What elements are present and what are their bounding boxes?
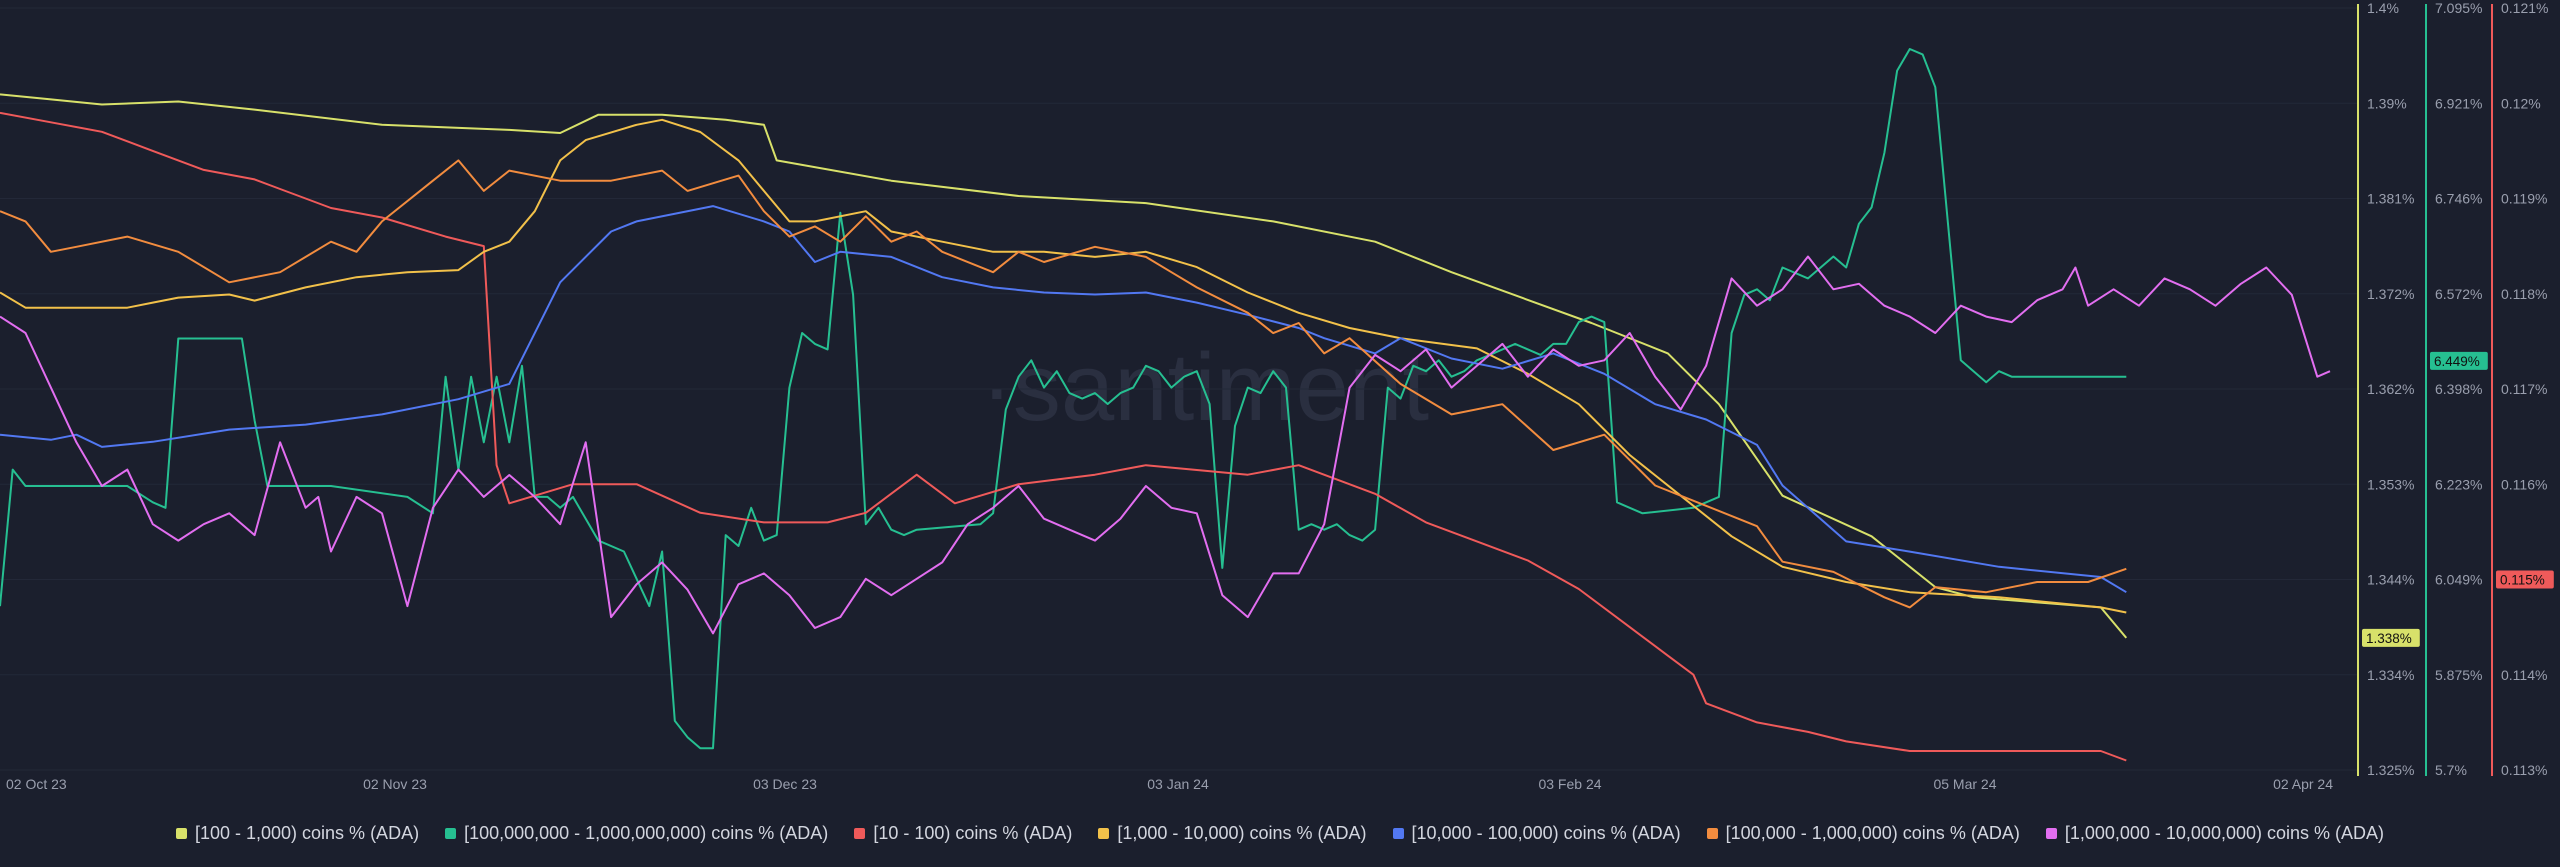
y-tick-label: 6.746%	[2435, 191, 2482, 207]
value-badge	[2496, 570, 2554, 589]
legend-item[interactable]: [10 - 100) coins % (ADA)	[854, 823, 1072, 844]
y-tick-label: 1.344%	[2367, 572, 2414, 588]
series-line-6	[0, 159, 2127, 609]
y-tick-label: 0.119%	[2501, 191, 2547, 207]
value-badge	[2430, 351, 2488, 370]
x-tick-label: 03 Jan 24	[1147, 776, 1209, 792]
legend: [100 - 1,000) coins % (ADA) [100,000,000 …	[0, 818, 2560, 848]
x-tick-label: 02 Apr 24	[2273, 776, 2333, 792]
y-tick-label: 5.875%	[2435, 667, 2482, 683]
y-tick-label: 1.334%	[2367, 667, 2414, 683]
series-line-7	[0, 255, 2331, 635]
legend-label: [100,000 - 1,000,000) coins % (ADA)	[1725, 822, 2020, 843]
legend-swatch	[1706, 827, 1718, 839]
y-tick-label: 1.381%	[2367, 191, 2414, 207]
y-tick-label: 0.121%	[2501, 0, 2548, 16]
y-tick-label: 1.39%	[2367, 95, 2407, 111]
legend-label: [100 - 1,000) coins % (ADA)	[194, 822, 420, 843]
y-tick-label: 6.572%	[2435, 286, 2482, 302]
series-line-3	[0, 111, 2127, 762]
y-tick-label: 6.223%	[2435, 476, 2482, 492]
y-tick-label: 1.325%	[2367, 762, 2414, 778]
watermark: ·santiment	[981, 334, 1429, 441]
value-badge-label: 0.115%	[2500, 573, 2545, 588]
legend-item[interactable]: [1,000,000 - 10,000,000) coins % (ADA)	[2045, 822, 2385, 844]
y-tick-label: 5.7%	[2435, 762, 2467, 778]
series-lines	[0, 48, 2331, 762]
x-tick-label: 02 Oct 23	[6, 776, 67, 792]
x-tick-label: 02 Nov 23	[363, 776, 427, 792]
legend-swatch	[854, 827, 866, 839]
value-badge-label: 6.449%	[2434, 354, 2480, 369]
y-tick-label: 6.921%	[2435, 95, 2482, 111]
legend-swatch	[175, 827, 187, 839]
legend-item[interactable]: [10,000 - 100,000) coins % (ADA)	[1392, 822, 1681, 844]
legend-item[interactable]: [100,000,000 - 1,000,000,000) coins % (A…	[445, 823, 828, 844]
legend-label: [10 - 100) coins % (ADA)	[873, 822, 1073, 843]
grid	[0, 7, 2358, 771]
y-tick-label: 1.372%	[2367, 286, 2414, 302]
legend-label: [1,000,000 - 10,000,000) coins % (ADA)	[2064, 822, 2385, 843]
axes: 1.4% 1.39% 1.381% 1.372% 1.362% 1.353% 1.344% 1…	[2357, 0, 2554, 778]
x-tick-label: 03 Dec 23	[753, 776, 817, 792]
x-tick-label: 03 Feb 24	[1538, 776, 1601, 792]
legend-item[interactable]: [100 - 1,000) coins % (ADA)	[175, 822, 420, 844]
y-tick-label: 0.114%	[2501, 667, 2547, 683]
legend-swatch	[1392, 827, 1404, 839]
legend-label: [1,000 - 10,000) coins % (ADA)	[1117, 822, 1367, 843]
legend-swatch	[1098, 827, 1110, 839]
y-tick-label: 1.362%	[2367, 381, 2414, 397]
x-axis-ticks: 02 Oct 23 02 Nov 23 03 Dec 23 03 Jan 24 03 F…	[6, 776, 2333, 792]
legend-item[interactable]: [100,000 - 1,000,000) coins % (ADA)	[1706, 822, 2020, 844]
legend-label: [100,000,000 - 1,000,000,000) coins % (A…	[464, 822, 829, 843]
series-line-5	[0, 205, 2127, 594]
x-tick-label: 05 Mar 24	[1933, 776, 1996, 792]
y-tick-label: 0.118%	[2501, 286, 2547, 302]
series-line-2	[0, 48, 2127, 750]
legend-item[interactable]: [1,000 - 10,000) coins % (ADA)	[1098, 822, 1367, 844]
legend-label: [10,000 - 100,000) coins % (ADA)	[1411, 822, 1681, 843]
y-tick-label: 1.353%	[2367, 476, 2414, 492]
y-tick-label: 1.4%	[2367, 0, 2399, 16]
value-badge	[2362, 628, 2420, 647]
series-line-1	[0, 93, 2128, 639]
series-line-4	[0, 118, 2127, 614]
value-badge-label: 1.338%	[2366, 631, 2412, 646]
y-tick-label: 0.116%	[2501, 476, 2547, 492]
y-tick-label: 0.117%	[2501, 381, 2547, 397]
y-tick-label: 0.12%	[2501, 95, 2541, 111]
y-tick-label: 6.398%	[2435, 381, 2482, 397]
y-tick-label: 6.049%	[2435, 572, 2482, 588]
legend-swatch	[2045, 827, 2057, 839]
legend-swatch	[445, 827, 457, 839]
y-tick-label: 7.095%	[2435, 0, 2482, 16]
y-tick-label: 0.113%	[2501, 762, 2547, 778]
